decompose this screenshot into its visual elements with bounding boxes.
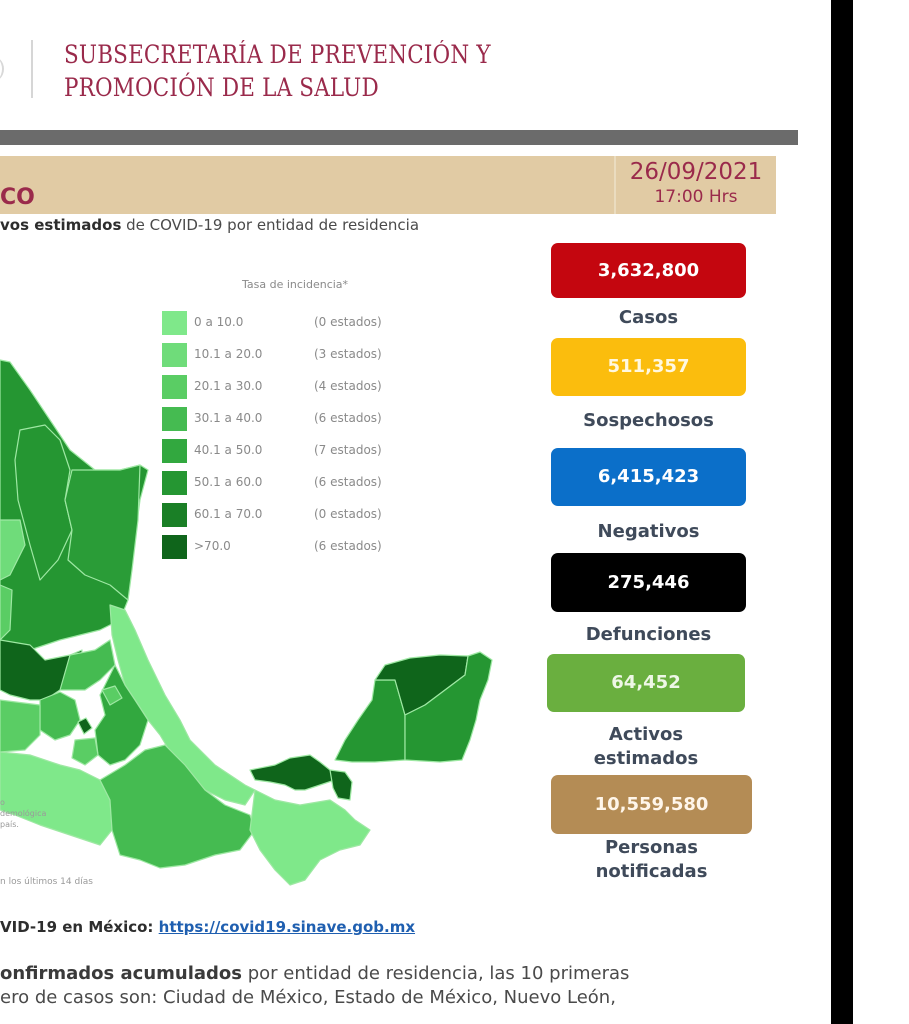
stat-activos-label-l1: Activos: [608, 724, 684, 745]
right-margin: [853, 0, 909, 1024]
legend-swatch: [162, 407, 187, 431]
legend-range: 10.1 a 20.0: [194, 347, 263, 361]
stat-casos-label: Casos: [618, 307, 679, 328]
map-region-quintana-roo: [404, 651, 493, 763]
legend-swatch: [162, 535, 187, 559]
legend-item: 60.1 a 70.0 (0 estados): [162, 503, 412, 527]
header-title-line2: PROMOCIÓN DE LA SALUD: [64, 73, 379, 102]
map-subtitle: vos estimados de COVID-19 por entidad de…: [0, 216, 419, 234]
legend-count: (6 estados): [314, 411, 382, 425]
map-region-tlaxcala: [101, 685, 123, 706]
report-date-box: 26/09/2021 17:00 Hrs: [618, 157, 774, 207]
map-footnote-line: país.: [0, 820, 19, 829]
stat-activos-label: Activos estimados: [547, 723, 745, 771]
map-region-light-west: [0, 519, 26, 581]
stat-notificadas-label: Personas notificadas: [551, 836, 752, 884]
map-region-tamaulipas: [64, 464, 141, 601]
legend-title: Tasa de incidencia*: [242, 278, 349, 291]
stat-notificadas-label-l1: Personas: [604, 837, 699, 858]
legend-count: (6 estados): [314, 475, 382, 489]
map-region-west-mid: [0, 584, 13, 641]
paragraph-rest: por entidad de residencia, las 10 primer…: [242, 963, 630, 984]
black-side-bar: [831, 0, 853, 1024]
map-footnote-line: demológica: [0, 809, 47, 818]
legend-item: >70.0 (6 estados): [162, 535, 412, 559]
gray-separator-band: [0, 130, 798, 145]
legend-swatch: [162, 311, 187, 335]
stat-sospechosos-value: 511,357: [551, 338, 746, 396]
report-time: 17:00 Hrs: [654, 187, 738, 207]
legend-item: 20.1 a 30.0 (4 estados): [162, 375, 412, 399]
incidence-map: [0, 359, 493, 886]
stat-defunciones-label: Defunciones: [585, 624, 712, 645]
map-region-hidalgo: [59, 639, 116, 691]
legend-item: 50.1 a 60.0 (6 estados): [162, 471, 412, 495]
legend-range: 50.1 a 60.0: [194, 475, 263, 489]
header-title: SUBSECRETARÍA DE PREVENCIÓN Y PROMOCIÓN …: [64, 38, 491, 104]
legend-item: 30.1 a 40.0 (6 estados): [162, 407, 412, 431]
confirmed-cases-paragraph: onfirmados acumulados por entidad de res…: [0, 962, 629, 1010]
stat-casos-value: 3,632,800: [551, 243, 746, 298]
banner-divider: [614, 156, 616, 214]
legend-count: (0 estados): [314, 507, 382, 521]
legend-range: 40.1 a 50.0: [194, 443, 263, 457]
legend-count: (6 estados): [314, 539, 382, 553]
legend-range: 60.1 a 70.0: [194, 507, 263, 521]
legend-item: 40.1 a 50.0 (7 estados): [162, 439, 412, 463]
sinave-link[interactable]: https://covid19.sinave.gob.mx: [158, 918, 416, 936]
stat-activos-label-l2: estimados: [593, 748, 699, 769]
legend-count: (7 estados): [314, 443, 382, 457]
info-link-prefix: VID-19 en México:: [0, 918, 159, 936]
legend-range: >70.0: [194, 539, 231, 553]
map-region-nuevo-leon: [14, 424, 73, 581]
legend-range: 0 a 10.0: [194, 315, 244, 329]
stat-sospechosos-label: Sospechosos: [583, 410, 714, 431]
map-footnote-line: o: [0, 798, 5, 807]
legend-count: (0 estados): [314, 315, 382, 329]
stat-negativos-value: 6,415,423: [551, 448, 746, 506]
legend-swatch: [162, 503, 187, 527]
banner-title: CO: [0, 185, 35, 210]
slide-page: SUBSECRETARÍA DE PREVENCIÓN Y PROMOCIÓN …: [0, 38, 798, 1010]
legend-swatch: [162, 471, 187, 495]
map-region-queretaro: [39, 691, 81, 741]
report-date: 26/09/2021: [629, 159, 763, 185]
info-link-line: VID-19 en México: https://covid19.sinave…: [0, 918, 415, 936]
map-region-tabasco-east: [329, 769, 353, 801]
header-title-line1: SUBSECRETARÍA DE PREVENCIÓN Y: [64, 40, 491, 69]
stat-activos-value: 64,452: [547, 654, 745, 712]
map-region-chiapas: [249, 789, 371, 886]
paragraph-line1: onfirmados acumulados por entidad de res…: [0, 962, 629, 986]
map-region-oaxaca: [99, 744, 256, 869]
stat-notificadas-value: 10,559,580: [551, 775, 752, 834]
legend-item: 0 a 10.0 (0 estados): [162, 311, 412, 335]
map-footnote: o demológica país.: [0, 797, 46, 830]
map-region-morelos: [71, 737, 99, 766]
map-region-west-green: [0, 699, 41, 753]
paragraph-bold: onfirmados acumulados: [0, 963, 243, 984]
legend-count: (4 estados): [314, 379, 382, 393]
legend-range: 30.1 a 40.0: [194, 411, 263, 425]
map-region-cdmx: [77, 717, 93, 735]
legend-count: (3 estados): [314, 347, 382, 361]
map-region-tabasco: [249, 754, 336, 791]
header-divider: [31, 40, 33, 98]
legend-swatch: [162, 439, 187, 463]
stat-notificadas-label-l2: notificadas: [595, 861, 708, 882]
stat-negativos-label: Negativos: [597, 521, 700, 542]
subtitle-bold: vos estimados: [0, 216, 122, 234]
legend-swatch: [162, 343, 187, 367]
map-footnote-period: n los últimos 14 días: [0, 877, 93, 887]
paragraph-line2: ero de casos son: Ciudad de México, Esta…: [0, 987, 616, 1008]
legend-range: 20.1 a 30.0: [194, 379, 263, 393]
map-region-campeche: [334, 679, 406, 763]
legend-swatch: [162, 375, 187, 399]
logo-fragment: [0, 55, 4, 83]
subtitle-rest: de COVID-19 por entidad de residencia: [121, 216, 420, 234]
legend-item: 10.1 a 20.0 (3 estados): [162, 343, 412, 367]
title-banner: [0, 156, 776, 214]
stat-defunciones-value: 275,446: [551, 553, 746, 612]
